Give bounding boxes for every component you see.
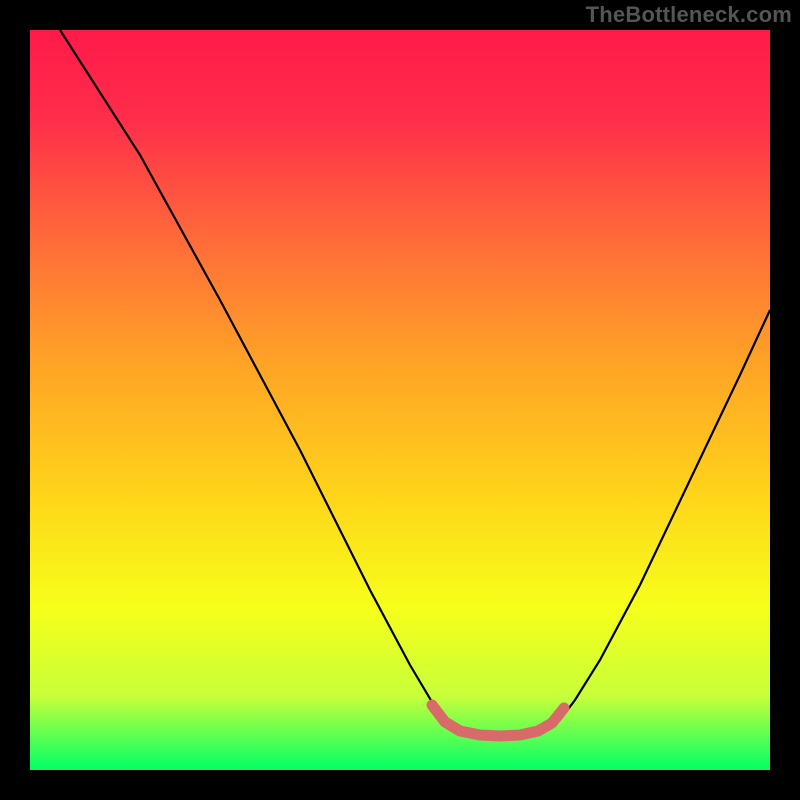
chart-container: TheBottleneck.com	[0, 0, 800, 800]
bottleneck-chart	[0, 0, 800, 800]
watermark-text: TheBottleneck.com	[586, 2, 792, 28]
plot-background	[30, 30, 770, 770]
